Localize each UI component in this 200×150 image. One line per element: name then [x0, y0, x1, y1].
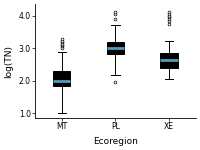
PathPatch shape	[160, 53, 178, 68]
X-axis label: Ecoregion: Ecoregion	[93, 137, 138, 146]
PathPatch shape	[107, 42, 124, 54]
Y-axis label: log(TN): log(TN)	[4, 45, 13, 78]
PathPatch shape	[53, 71, 70, 86]
